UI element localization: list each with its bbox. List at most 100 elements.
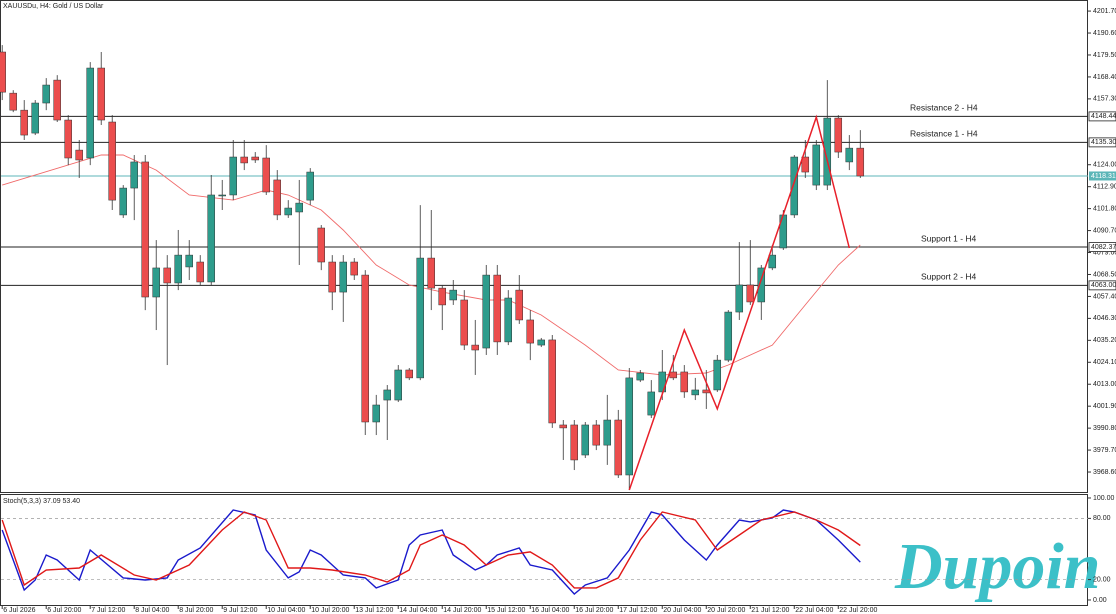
candle-body (20, 109, 28, 136)
candle-body (537, 339, 545, 346)
x-tick-label: 20 Jul 04:00 (663, 607, 701, 614)
candle-body (625, 377, 634, 476)
x-tick-label: 6 Jul 2026 (3, 607, 35, 614)
y-tick-label: 4190.60 (1093, 30, 1116, 37)
candle-body (845, 147, 854, 163)
candle-body (218, 194, 226, 197)
candle-body (460, 299, 468, 346)
x-tick-label: 21 Jul 12:00 (751, 607, 789, 614)
candle-body (449, 289, 457, 301)
candle-body (339, 261, 347, 293)
candle-body (108, 121, 116, 201)
x-tick-label: 22 Jul 20:00 (839, 607, 877, 614)
x-tick-label: 10 Jul 04:00 (267, 607, 305, 614)
y-tick-label: 4157.30 (1093, 96, 1116, 103)
x-tick-label: 8 Jul 04:00 (135, 607, 169, 614)
candle-body (317, 227, 325, 263)
candle-body (746, 284, 755, 303)
y-tick-label: 4057.40 (1093, 293, 1116, 300)
candle-body (240, 156, 248, 164)
current-price-box (1089, 171, 1116, 181)
candle-body (713, 359, 722, 391)
x-tick-label: 9 Jul 12:00 (223, 607, 257, 614)
candle-body (31, 102, 39, 134)
candle-body (757, 267, 766, 303)
y-tick-label: 4101.80 (1093, 205, 1116, 212)
candle-body (669, 371, 678, 379)
stoch-line (1, 511, 861, 589)
stoch-y-tick-label: 100.00 (1093, 495, 1115, 502)
y-tick-label: 4068.50 (1093, 271, 1116, 278)
y-tick-label: 4079.60 (1093, 249, 1116, 256)
candle-body (768, 254, 777, 269)
x-tick-label: 6 Jul 20:00 (47, 607, 81, 614)
stochastic-label: Stoch(5,3,3) 37.09 53.40 (3, 498, 80, 505)
candle-body (603, 419, 612, 446)
level-label: Resistance 2 - H4 (910, 103, 978, 113)
candle-body (801, 156, 810, 173)
candle-body (614, 419, 623, 476)
y-tick-label: 3990.80 (1093, 425, 1116, 432)
candle-body (97, 67, 105, 121)
candle-body (306, 171, 314, 201)
candle-body (262, 157, 270, 193)
candle-body (207, 194, 215, 283)
y-tick-label: 4046.30 (1093, 315, 1116, 322)
candle-body (834, 117, 843, 153)
candle-body (548, 339, 557, 424)
level-value-label: 4063.00 (1091, 282, 1116, 289)
x-tick-label: 7 Jul 12:00 (91, 607, 125, 614)
candle-body (75, 149, 83, 161)
candle-body (724, 311, 733, 361)
y-tick-label: 4035.20 (1093, 337, 1116, 344)
level-value-label: 4148.44 (1091, 113, 1116, 120)
candle-body (735, 284, 744, 313)
x-tick-label: 10 Jul 20:00 (311, 607, 349, 614)
candle-body (647, 391, 656, 416)
watermark: Dupoin (894, 530, 1100, 603)
candle-body (185, 254, 193, 268)
level-value-box (1088, 137, 1116, 148)
candle-body (570, 424, 579, 461)
candle-body (482, 274, 490, 349)
x-tick-label: 17 Jul 12:00 (619, 607, 657, 614)
candle-body (812, 144, 821, 186)
candle-body (427, 257, 435, 289)
candle-body (790, 156, 799, 216)
x-tick-label: 16 Jul 20:00 (575, 607, 613, 614)
candle-body (284, 207, 292, 216)
candle-body (42, 84, 50, 104)
level-value-box (1088, 111, 1116, 122)
level-label: Resistance 1 - H4 (910, 129, 978, 139)
candle-body (152, 267, 160, 298)
candle-body (636, 372, 645, 381)
candle-body (328, 261, 336, 293)
candle-body (174, 254, 182, 284)
y-tick-label: 3968.60 (1093, 469, 1116, 476)
stoch-y-tick-label: 0.00 (1093, 597, 1107, 604)
candle-body (559, 424, 568, 429)
candle-body (592, 424, 601, 446)
candle-body (493, 274, 501, 343)
level-label: Support 2 - H4 (921, 272, 977, 282)
candle-body (119, 187, 127, 216)
main-pane (0, 0, 1088, 493)
level-value-label: 4082.37 (1091, 244, 1116, 251)
zigzag (628, 114, 851, 491)
x-tick-label: 16 Jul 04:00 (531, 607, 569, 614)
candle-body (86, 67, 94, 159)
y-tick-label: 4090.70 (1093, 227, 1116, 234)
y-tick-label: 4124.00 (1093, 162, 1116, 169)
candle-body (691, 389, 700, 396)
y-tick-label: 4168.40 (1093, 74, 1116, 81)
candle-body (273, 179, 281, 216)
y-tick-label: 4024.10 (1093, 359, 1116, 366)
level-value-box (1088, 242, 1116, 252)
y-tick-label: 4201.70 (1093, 8, 1116, 15)
stoch-y-tick-label: 80.00 (1093, 515, 1111, 522)
current-price-label: 4118.31 (1091, 173, 1116, 180)
candle-body (350, 261, 358, 276)
x-tick-label: 22 Jul 04:00 (795, 607, 833, 614)
x-tick-label: 14 Jul 04:00 (399, 607, 437, 614)
